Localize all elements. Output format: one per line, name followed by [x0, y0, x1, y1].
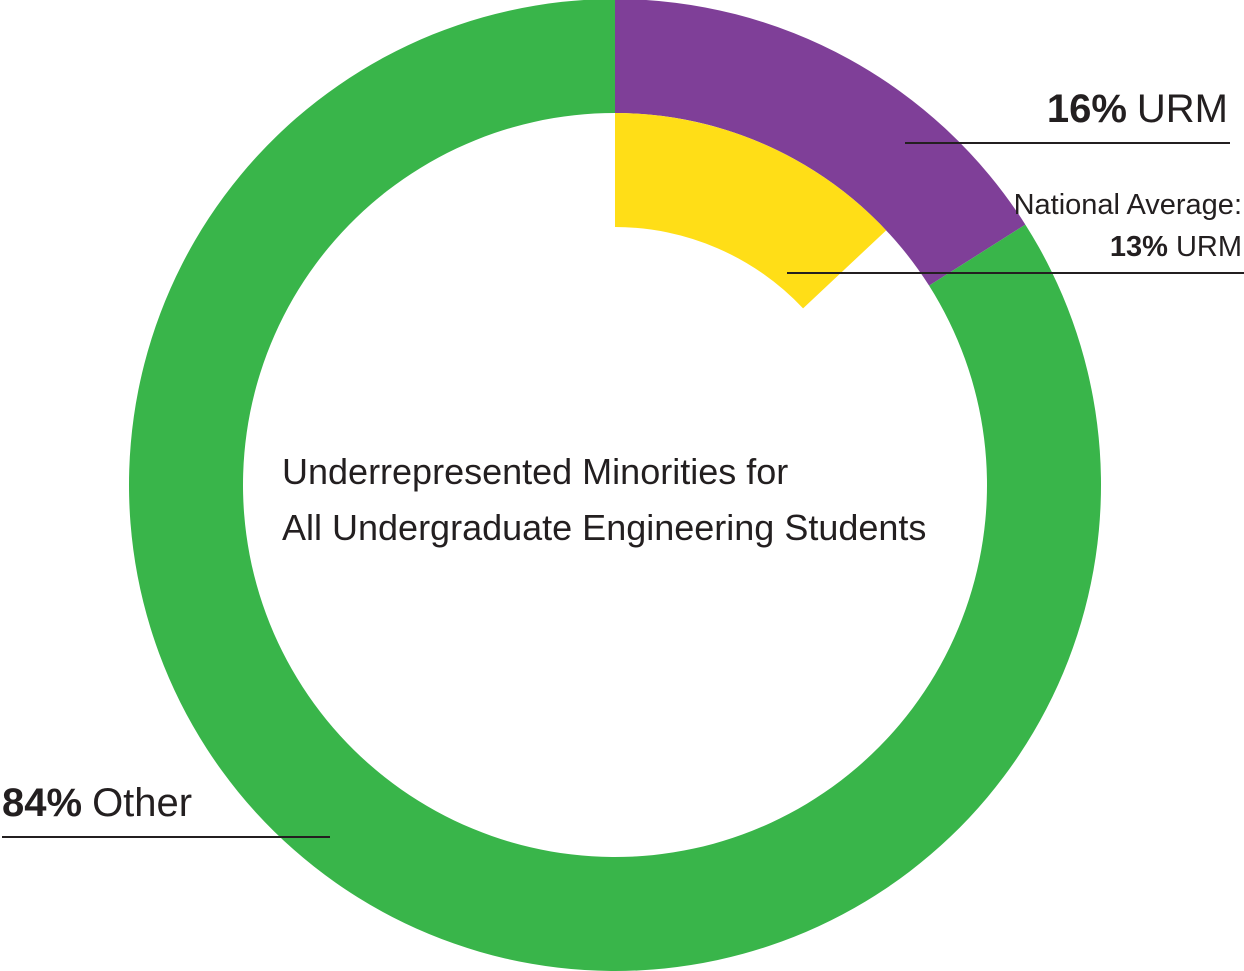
label-urm: 16% URM — [905, 87, 1230, 144]
label-urm-name: URM — [1137, 87, 1228, 131]
label-other-value: 84% — [2, 781, 82, 825]
chart-title: Underrepresented Minorities for All Unde… — [282, 451, 926, 548]
label-urm-value: 16% — [1047, 87, 1127, 131]
slice-national-average-urm — [615, 113, 887, 309]
chart-title-line-1: Underrepresented Minorities for — [282, 451, 788, 492]
chart-slices — [129, 0, 1101, 971]
label-other-name: Other — [92, 781, 192, 825]
label-national-average-caption: National Average: — [1014, 189, 1242, 221]
chart-title-line-2: All Undergraduate Engineering Students — [282, 507, 926, 548]
label-other-text: 84% Other — [2, 781, 192, 825]
slice-urm — [615, 0, 1026, 286]
label-national-average: National Average: 13% URM — [787, 189, 1244, 274]
label-other: 84% Other — [2, 781, 330, 838]
label-national-average-name: URM — [1176, 231, 1242, 263]
label-urm-text: 16% URM — [1047, 87, 1228, 131]
label-national-average-value: 13% — [1110, 231, 1168, 263]
label-national-average-text: 13% URM — [1110, 231, 1242, 263]
